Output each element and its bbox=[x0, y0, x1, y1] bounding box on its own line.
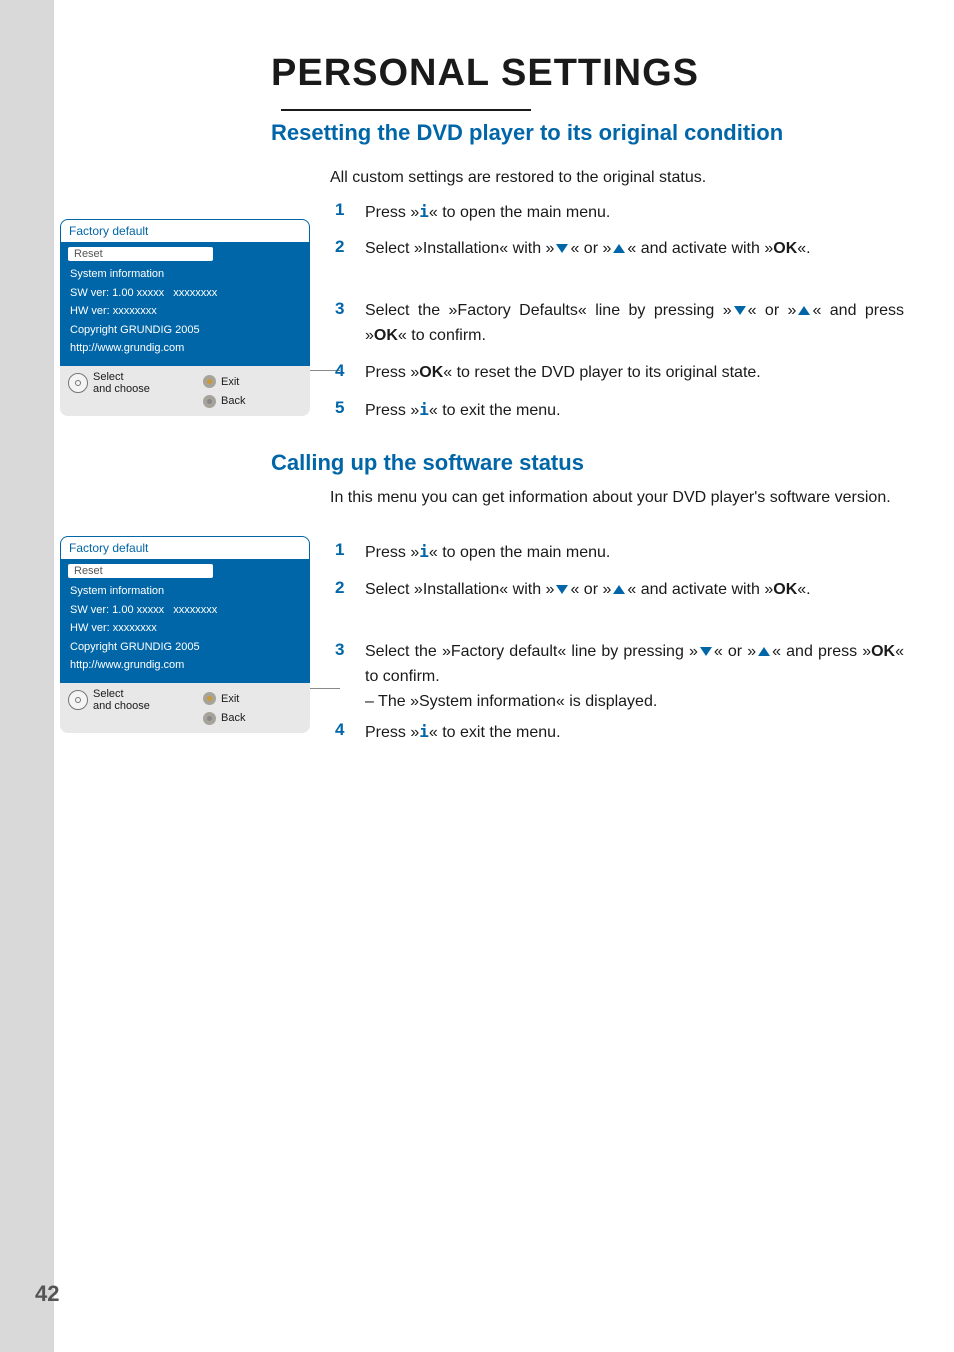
step-text: Press »i« to exit the menu. bbox=[365, 720, 561, 746]
step-text: Press »i« to open the main menu. bbox=[365, 540, 610, 566]
section1-intro: All custom settings are restored to the … bbox=[330, 166, 706, 190]
osd-footer-select: Selectand choose bbox=[68, 688, 203, 712]
step-number: 1 bbox=[335, 540, 365, 566]
step-number: 2 bbox=[335, 237, 365, 262]
exit-icon bbox=[203, 692, 216, 705]
osd-body: Reset System information SW ver: 1.00 xx… bbox=[60, 560, 310, 683]
title-rule bbox=[281, 109, 531, 111]
back-icon bbox=[203, 395, 216, 408]
s2-step4: 4 Press »i« to exit the menu. bbox=[335, 720, 904, 746]
exit-label: Exit bbox=[221, 376, 239, 388]
s1-step5: 5 Press »i« to exit the menu. bbox=[335, 398, 904, 424]
osd-footer-back: Back bbox=[203, 395, 298, 408]
step-text: Select the »Factory default« line by pre… bbox=[365, 640, 904, 714]
step-number: 4 bbox=[335, 720, 365, 746]
s2-step3: 3 Select the »Factory default« line by p… bbox=[335, 640, 904, 714]
s2-step2: 2 Select »Installation« with »« or »« an… bbox=[335, 578, 904, 603]
step-number: 3 bbox=[335, 640, 365, 714]
section2-heading: Calling up the software status bbox=[271, 450, 584, 476]
osd-line: HW ver: xxxxxxxx bbox=[66, 619, 304, 638]
osd-footer-exit: Exit bbox=[203, 688, 298, 710]
step-number: 1 bbox=[335, 200, 365, 226]
section1-heading: Resetting the DVD player to its original… bbox=[271, 120, 783, 146]
select-text: Selectand choose bbox=[93, 371, 150, 395]
osd-footer: Selectand choose Exit Back bbox=[60, 683, 310, 733]
osd-panel-2: Factory default Reset System information… bbox=[60, 536, 310, 733]
connector-line-2 bbox=[310, 688, 340, 689]
osd-line: HW ver: xxxxxxxx bbox=[66, 302, 304, 321]
osd-line: SW ver: 1.00 xxxxx xxxxxxxx bbox=[66, 284, 304, 303]
nav-icon bbox=[68, 373, 88, 393]
osd-line: System information bbox=[66, 582, 304, 601]
step-text: Select »Installation« with »« or »« and … bbox=[365, 237, 811, 262]
exit-icon bbox=[203, 375, 216, 388]
step-number: 3 bbox=[335, 299, 365, 349]
back-label: Back bbox=[221, 712, 245, 724]
osd-line: Copyright GRUNDIG 2005 bbox=[66, 638, 304, 657]
s1-step1: 1 Press »i« to open the main menu. bbox=[335, 200, 904, 226]
osd-footer: Selectand choose Exit Back bbox=[60, 366, 310, 416]
s1-step3: 3 Select the »Factory Defaults« line by … bbox=[335, 299, 904, 349]
osd-line: Copyright GRUNDIG 2005 bbox=[66, 321, 304, 340]
step-text: Press »OK« to reset the DVD player to it… bbox=[365, 361, 761, 386]
page-number: 42 bbox=[35, 1281, 59, 1307]
s2-step1: 1 Press »i« to open the main menu. bbox=[335, 540, 904, 566]
osd-title: Factory default bbox=[60, 219, 310, 243]
step-number: 2 bbox=[335, 578, 365, 603]
step-text: Select »Installation« with »« or »« and … bbox=[365, 578, 811, 603]
back-label: Back bbox=[221, 395, 245, 407]
nav-icon bbox=[68, 690, 88, 710]
osd-body: Reset System information SW ver: 1.00 xx… bbox=[60, 243, 310, 366]
left-margin-bar bbox=[0, 0, 54, 1352]
osd-reset-row: Reset bbox=[68, 247, 213, 261]
osd-reset-row: Reset bbox=[68, 564, 213, 578]
page-title-text: PERSONAL SETTINGS bbox=[271, 52, 699, 94]
step-number: 5 bbox=[335, 398, 365, 424]
step-text: Select the »Factory Defaults« line by pr… bbox=[365, 299, 904, 349]
osd-line: http://www.grundig.com bbox=[66, 339, 304, 358]
osd-footer-back: Back bbox=[203, 712, 298, 725]
back-icon bbox=[203, 712, 216, 725]
s1-step2: 2 Select »Installation« with »« or »« an… bbox=[335, 237, 904, 262]
section2-intro: In this menu you can get information abo… bbox=[330, 486, 904, 510]
step-text: Press »i« to open the main menu. bbox=[365, 200, 610, 226]
osd-line: http://www.grundig.com bbox=[66, 656, 304, 675]
step-text: Press »i« to exit the menu. bbox=[365, 398, 561, 424]
osd-line: System information bbox=[66, 265, 304, 284]
select-text: Selectand choose bbox=[93, 688, 150, 712]
osd-footer-select: Selectand choose bbox=[68, 371, 203, 395]
osd-line: SW ver: 1.00 xxxxx xxxxxxxx bbox=[66, 601, 304, 620]
osd-panel-1: Factory default Reset System information… bbox=[60, 219, 310, 416]
s1-step4: 4 Press »OK« to reset the DVD player to … bbox=[335, 361, 904, 386]
step-number: 4 bbox=[335, 361, 365, 386]
osd-footer-exit: Exit bbox=[203, 371, 298, 393]
exit-label: Exit bbox=[221, 693, 239, 705]
osd-title: Factory default bbox=[60, 536, 310, 560]
